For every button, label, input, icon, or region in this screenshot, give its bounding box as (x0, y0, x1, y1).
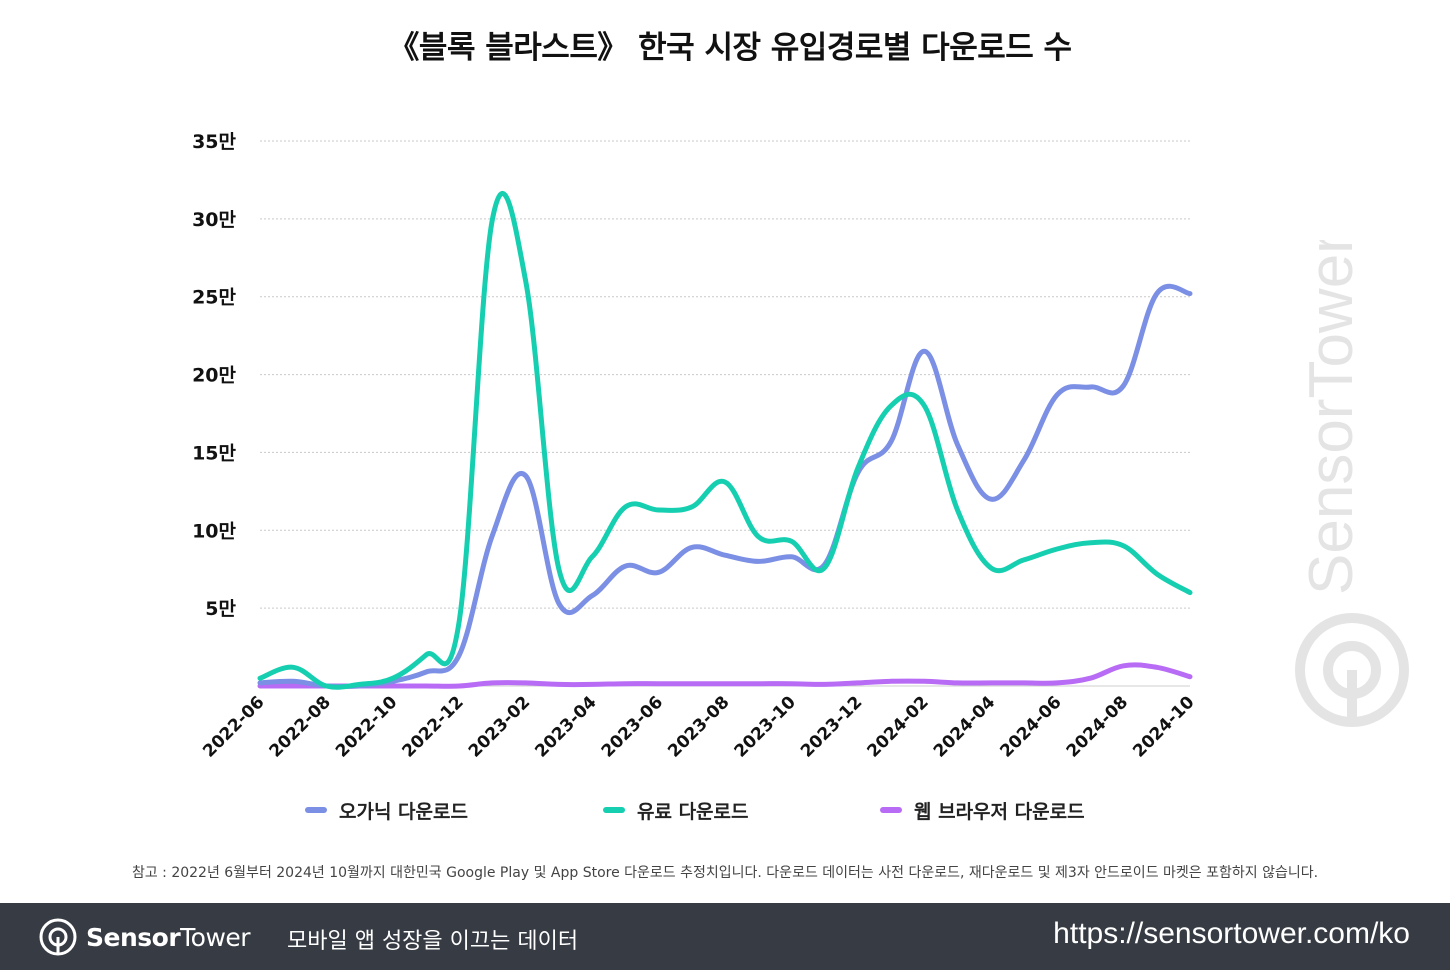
gridlines (260, 140, 1190, 687)
sensortower-watermark: SensorTower (1295, 240, 1409, 727)
footnote: 참고 : 2022년 6월부터 2024년 10월까지 대한민국 Google … (131, 865, 1319, 881)
x-tick-label: 2023-10 (731, 692, 800, 761)
x-tick-label: 2022-12 (399, 692, 468, 761)
x-tick-label: 2023-04 (531, 692, 600, 761)
footer-tagline: 모바일 앱 성장을 이끄는 데이터 (287, 929, 579, 954)
legend-label-organic: 오가닉 다운로드 (339, 800, 468, 823)
x-tick-label: 2022-08 (266, 692, 335, 761)
x-tick-label: 2022-06 (199, 692, 268, 761)
chart-legend: 오가닉 다운로드 유료 다운로드 웹 브라우저 다운로드 (0, 795, 1450, 825)
sensortower-logo-icon (39, 918, 77, 956)
y-tick-label: 5만 (205, 598, 236, 620)
x-tick-label: 2024-06 (996, 692, 1065, 761)
y-tick-label: 15만 (192, 442, 236, 464)
y-tick-label: 30만 (192, 209, 236, 231)
paid-series-line (257, 190, 1193, 690)
series-lines (257, 190, 1193, 690)
x-tick-label: 2023-08 (664, 692, 733, 761)
y-tick-label: 10만 (192, 520, 236, 542)
x-tick-label: 2023-06 (598, 692, 667, 761)
x-tick-label: 2024-10 (1129, 692, 1198, 761)
legend-swatch-web (880, 807, 902, 813)
x-tick-label: 2023-02 (465, 692, 534, 761)
footer-bar: SensorTower 모바일 앱 성장을 이끄는 데이터 https://se… (0, 903, 1450, 970)
legend-swatch-organic (305, 807, 327, 813)
x-tick-label: 2022-10 (332, 692, 401, 761)
legend-item-organic: 오가닉 다운로드 (305, 795, 468, 825)
legend-label-paid: 유료 다운로드 (637, 800, 749, 823)
y-tick-label: 35만 (192, 131, 236, 153)
y-axis-labels: 5만 10만 15만 20만 25만 30만 35만 (192, 131, 236, 620)
x-tick-label: 2024-04 (930, 692, 999, 761)
x-axis-labels: 2022-062022-082022-102022-122023-022023-… (199, 692, 1198, 761)
footer-url-link[interactable]: https://sensortower.com/ko (1053, 917, 1410, 950)
y-tick-label: 20만 (192, 365, 236, 387)
organic-series-line (257, 283, 1193, 690)
sensortower-logo[interactable]: SensorTower (38, 915, 251, 959)
x-tick-label: 2024-02 (864, 692, 933, 761)
chart-title: 《블록 블라스트》 한국 시장 유입경로별 다운로드 수 (388, 30, 1072, 66)
watermark-logo-icon (1295, 613, 1409, 727)
legend-label-web: 웹 브라우저 다운로드 (914, 800, 1085, 823)
x-tick-label: 2023-12 (797, 692, 866, 761)
watermark-text: SensorTower (1297, 240, 1366, 595)
legend-item-paid: 유료 다운로드 (603, 795, 749, 825)
legend-swatch-paid (603, 807, 625, 813)
x-tick-label: 2024-08 (1063, 692, 1132, 761)
y-tick-label: 25만 (192, 287, 236, 309)
web-series-line (257, 662, 1193, 689)
brand-name: SensorTower (86, 922, 251, 952)
legend-item-web: 웹 브라우저 다운로드 (880, 795, 1085, 825)
